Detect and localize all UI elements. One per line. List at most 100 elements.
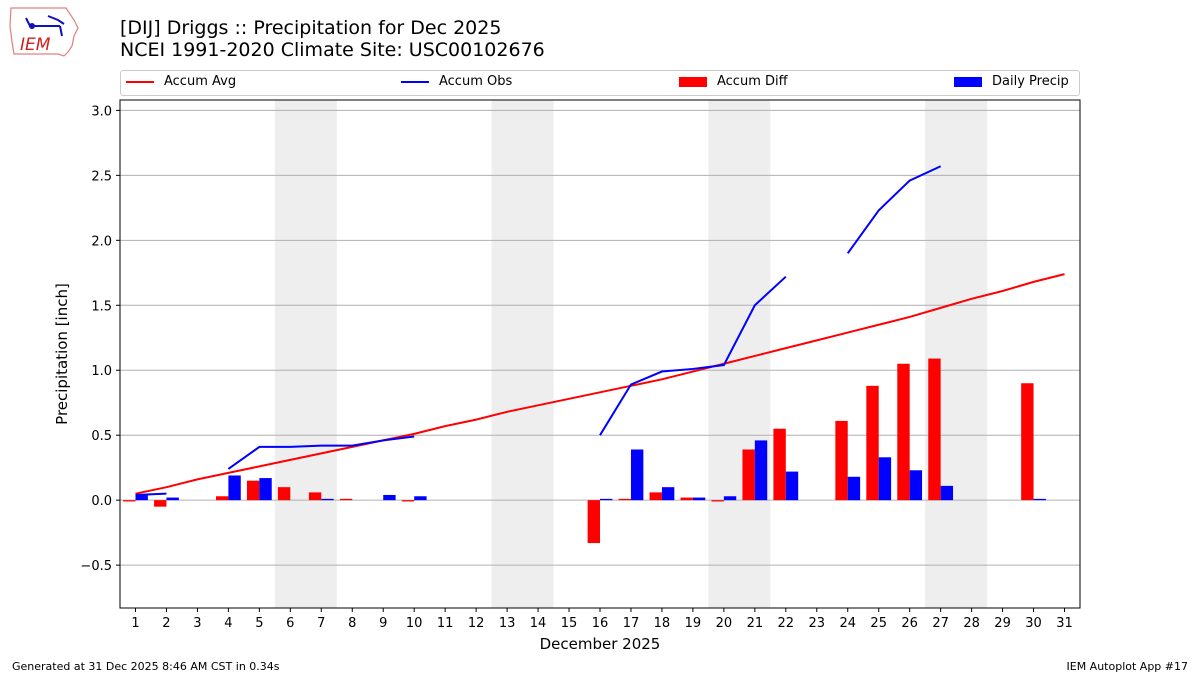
- daily-precip-bar: [383, 494, 396, 501]
- y-tick-label: 2.5: [91, 169, 112, 184]
- x-tick-label: 23: [809, 616, 826, 631]
- accum-diff-bar: [866, 385, 879, 501]
- legend-daily-precip: Daily Precip: [954, 74, 1069, 89]
- accum-diff-bar: [339, 498, 353, 501]
- x-tick-label: 31: [1056, 616, 1073, 631]
- accum-diff-bar: [742, 449, 755, 501]
- logo: IEM: [8, 6, 80, 58]
- legend-accum-avg: Accum Avg: [126, 74, 236, 89]
- x-tick-label: 15: [561, 616, 578, 631]
- daily-precip-bar: [600, 498, 613, 501]
- x-tick-label: 6: [286, 616, 294, 631]
- x-tick-label: 21: [747, 616, 764, 631]
- y-axis-label: Precipitation [inch]: [53, 283, 71, 425]
- accum-diff-bar: [587, 500, 600, 544]
- y-tick-label: 3.0: [91, 104, 112, 119]
- accum-diff-bar: [649, 492, 662, 501]
- accum-diff-bar: [277, 487, 291, 501]
- daily-precip-bar: [878, 457, 892, 501]
- accum-obs-line: [599, 275, 787, 436]
- x-tick-label: 9: [379, 616, 387, 631]
- accum-avg-line: [135, 273, 1065, 495]
- x-tick-label: 30: [1025, 616, 1042, 631]
- x-tick-label: 5: [255, 616, 263, 631]
- daily-precip-bar: [940, 485, 954, 501]
- y-tick-label: 0.0: [91, 494, 112, 509]
- x-tick-label: 12: [468, 616, 485, 631]
- footer-app: IEM Autoplot App #17: [1066, 660, 1189, 673]
- x-tick-label: 7: [317, 616, 325, 631]
- weekend-shade: [491, 100, 554, 608]
- weekend-shade: [708, 100, 771, 608]
- daily-precip-bar: [754, 440, 768, 501]
- accum-diff-bar: [154, 500, 167, 507]
- x-tick-label: 16: [592, 616, 609, 631]
- x-tick-label: 25: [870, 616, 887, 631]
- accum-diff-bar: [123, 500, 136, 502]
- daily-precip-bar: [166, 497, 179, 501]
- daily-precip-bar: [630, 449, 644, 501]
- daily-precip-bar: [135, 494, 148, 501]
- x-tick-label: 22: [778, 616, 795, 631]
- x-tick-label: 18: [654, 616, 671, 631]
- legend-label: Accum Obs: [439, 74, 513, 89]
- x-tick-label: 27: [932, 616, 949, 631]
- x-tick-label: 26: [901, 616, 918, 631]
- accum-diff-bar: [246, 480, 260, 501]
- plot-frame: [119, 99, 1081, 609]
- accum-diff-bar: [711, 500, 724, 502]
- daily-precip-bar: [692, 497, 706, 501]
- legend-accum-obs: Accum Obs: [401, 74, 512, 89]
- accum-diff-bar: [680, 497, 693, 501]
- accum-diff-bar: [773, 428, 786, 501]
- legend-label: Accum Diff: [717, 74, 788, 89]
- x-tick-label: 10: [406, 616, 423, 631]
- footer-generated: Generated at 31 Dec 2025 8:46 AM CST in …: [12, 660, 280, 673]
- x-tick-label: 24: [839, 616, 856, 631]
- accum-diff-bar: [835, 420, 848, 501]
- weekend-shade: [274, 100, 337, 608]
- daily-precip-bar: [259, 478, 272, 501]
- daily-precip-bar: [414, 496, 427, 501]
- accum-diff-bar: [401, 500, 415, 502]
- accum-diff-bar: [216, 496, 229, 501]
- daily-precip-bar: [847, 476, 861, 501]
- y-tick-label: 1.0: [91, 364, 112, 379]
- y-tick-label: 0.5: [91, 429, 112, 444]
- accum-diff-bar: [897, 363, 910, 501]
- y-tick-label: −0.5: [80, 559, 112, 574]
- x-tick-label: 4: [224, 616, 232, 631]
- x-tick-label: 29: [994, 616, 1011, 631]
- legend-accum-diff: Accum Diff: [679, 74, 788, 89]
- daily-precip-bar: [228, 475, 241, 501]
- accum-diff-bar: [618, 498, 631, 501]
- daily-precip-bar: [723, 496, 737, 501]
- daily-precip-bar: [661, 487, 675, 501]
- daily-precip-bar: [785, 471, 799, 501]
- accum-diff-bar: [308, 492, 322, 501]
- x-tick-label: 17: [623, 616, 640, 631]
- accum-diff-bar: [1021, 383, 1034, 501]
- x-tick-label: 1: [131, 616, 139, 631]
- x-tick-label: 14: [530, 616, 547, 631]
- chart-title: [DIJ] Driggs :: Precipitation for Dec 20…: [120, 17, 502, 39]
- accum-obs-line: [846, 165, 942, 254]
- legend-label: Daily Precip: [992, 74, 1069, 89]
- daily-precip-bar: [1033, 498, 1046, 501]
- x-tick-label: 19: [685, 616, 702, 631]
- daily-precip-bar: [321, 498, 334, 501]
- chart-subtitle: NCEI 1991-2020 Climate Site: USC00102676: [120, 39, 545, 61]
- y-tick-label: 2.0: [91, 234, 112, 249]
- daily-precip-bar: [909, 470, 923, 501]
- y-tick-label: 1.5: [91, 299, 112, 314]
- x-tick-label: 2: [162, 616, 170, 631]
- x-tick-label: 20: [716, 616, 733, 631]
- x-axis-label: December 2025: [540, 635, 661, 653]
- accum-diff-bar: [928, 358, 941, 501]
- x-tick-label: 13: [499, 616, 516, 631]
- accum-obs-line: [135, 492, 167, 496]
- svg-text:IEM: IEM: [20, 35, 51, 55]
- x-tick-label: 8: [348, 616, 356, 631]
- x-tick-label: 28: [963, 616, 980, 631]
